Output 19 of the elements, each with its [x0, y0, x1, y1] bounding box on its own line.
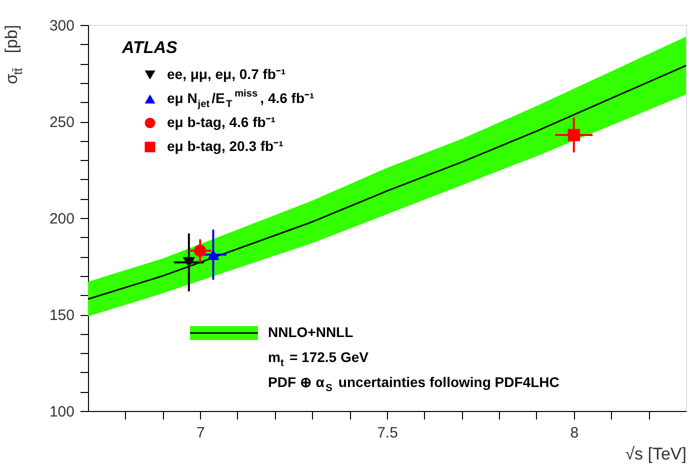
point [194, 244, 206, 257]
x-tick-label: 7 [196, 424, 205, 442]
legend-label: eμ b-tag, 4.6 fb⁻¹ [167, 114, 276, 130]
point [207, 249, 220, 260]
point [568, 128, 580, 142]
x-tick-label: 7.5 [377, 424, 398, 442]
legend-label: eμ b-tag, 20.3 fb⁻¹ [167, 138, 284, 154]
legend-label: NNLO+NNLL [268, 324, 354, 340]
annotation: ATLAS [121, 38, 178, 57]
y-tick-label: 200 [49, 210, 74, 228]
y-tick-label: 150 [49, 307, 74, 324]
y-tick-label: 100 [49, 404, 74, 420]
x-tick-label: 8 [570, 424, 579, 442]
y-axis-title: σtt̄ [pb] [2, 24, 25, 84]
legend-label: ee, μμ, eμ, 0.7 fb⁻¹ [167, 66, 286, 82]
y-tick-label: 250 [49, 114, 74, 131]
x-axis-title: √s [TeV] [625, 444, 686, 464]
line-series [87, 64, 687, 300]
y-tick-label: 300 [49, 18, 74, 34]
